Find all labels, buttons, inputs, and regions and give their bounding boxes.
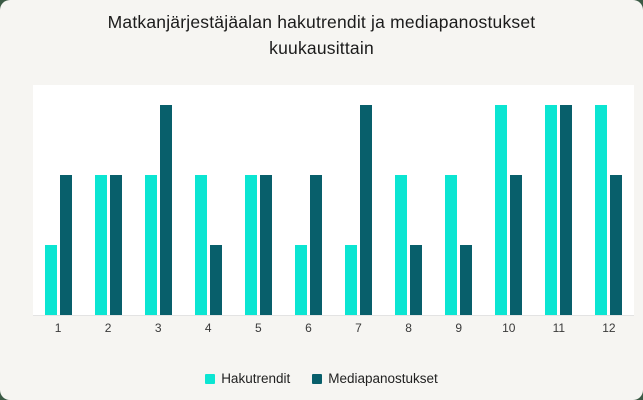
bar-mediapanostukset-month-10: [510, 175, 523, 315]
bar-group-month-3: [133, 85, 183, 315]
x-tick-10: 10: [502, 321, 516, 335]
bar-hakutrendit-month-12: [595, 105, 608, 315]
bar-group-month-2: [83, 85, 133, 315]
bar-mediapanostukset-month-2: [109, 175, 122, 315]
bar-mediapanostukset-month-6: [309, 175, 322, 315]
x-tick-8: 8: [405, 321, 412, 335]
x-tick-2: 2: [104, 321, 112, 335]
x-tick-12: 12: [602, 321, 616, 335]
bar-group-month-11: [534, 85, 584, 315]
bar-hakutrendit-month-8: [395, 175, 408, 315]
bar-mediapanostukset-month-3: [159, 105, 172, 315]
bar-hakutrendit-month-5: [244, 175, 257, 315]
bar-group-month-5: [233, 85, 283, 315]
bar-hakutrendit-month-7: [345, 245, 357, 315]
legend-label-mediapanostukset: Mediapanostukset: [328, 371, 438, 386]
bar-group-month-7: [333, 85, 383, 315]
bar-hakutrendit-month-2: [94, 175, 107, 315]
x-tick-11: 11: [552, 321, 566, 335]
bar-group-month-9: [434, 85, 484, 315]
bar-hakutrendit-month-4: [194, 175, 207, 315]
legend-item-hakutrendit: Hakutrendit: [205, 371, 290, 386]
legend-label-hakutrendit: Hakutrendit: [221, 371, 291, 386]
legend-item-mediapanostukset: Mediapanostukset: [312, 371, 438, 386]
bar-hakutrendit-month-9: [445, 175, 458, 315]
x-tick-3: 3: [154, 321, 162, 335]
x-tick-4: 4: [204, 321, 212, 335]
x-axis-labels: 1 2 3 4 5 6 7 8 9 10 11 12: [33, 321, 634, 335]
bar-group-month-10: [484, 85, 534, 315]
bar-hakutrendit-month-6: [294, 245, 307, 315]
bar-mediapanostukset-month-9: [460, 245, 473, 315]
legend: Hakutrendit Mediapanostukset: [0, 371, 643, 386]
bar-group-month-1: [33, 85, 83, 315]
plot-area: [33, 85, 634, 316]
bar-hakutrendit-month-11: [545, 105, 558, 315]
x-tick-7: 7: [355, 321, 362, 335]
legend-swatch-hakutrendit-icon: [205, 373, 216, 384]
bar-mediapanostukset-month-4: [209, 245, 222, 315]
bar-hakutrendit-month-1: [44, 245, 57, 315]
x-tick-9: 9: [455, 321, 462, 335]
bar-group-month-12: [584, 85, 634, 315]
bars-row: [33, 85, 634, 315]
bar-hakutrendit-month-3: [144, 175, 157, 315]
chart-title: Matkanjärjestäjäalan hakutrendit ja medi…: [107, 12, 536, 58]
bar-group-month-4: [183, 85, 233, 315]
x-tick-5: 5: [255, 321, 262, 335]
bar-mediapanostukset-month-5: [259, 175, 272, 315]
bar-mediapanostukset-month-1: [59, 175, 72, 315]
bar-mediapanostukset-month-12: [610, 175, 623, 315]
bar-mediapanostukset-month-11: [560, 105, 573, 315]
x-tick-1: 1: [54, 321, 62, 335]
x-tick-6: 6: [305, 321, 312, 335]
bar-hakutrendit-month-10: [495, 105, 508, 315]
bar-group-month-6: [283, 85, 333, 315]
legend-swatch-mediapanostukset-icon: [312, 373, 323, 384]
bar-mediapanostukset-month-8: [410, 245, 423, 315]
bar-group-month-8: [384, 85, 434, 315]
bar-mediapanostukset-month-7: [360, 105, 372, 315]
